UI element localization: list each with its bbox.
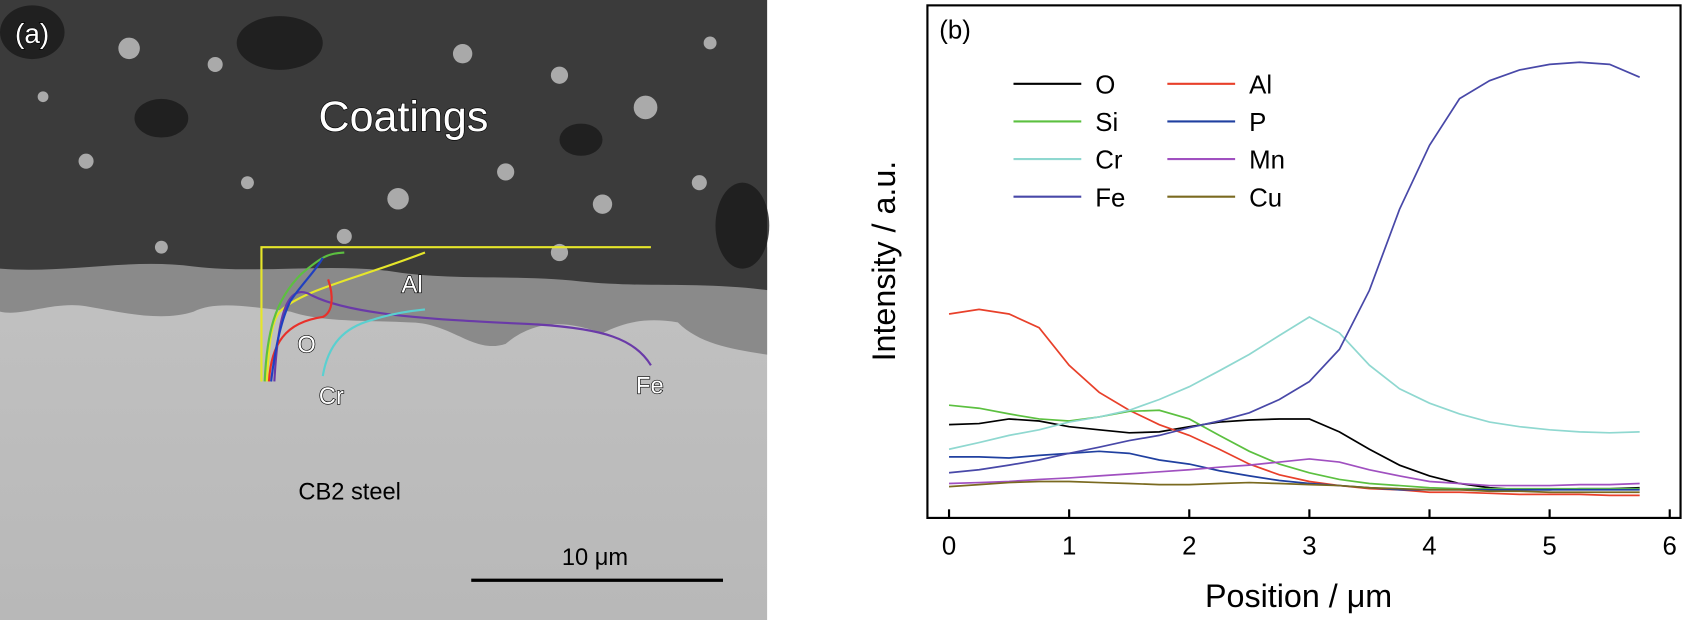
x-tick-label: 5 (1542, 532, 1556, 560)
x-tick-label: 4 (1422, 532, 1436, 560)
legend-label: Cr (1095, 147, 1123, 175)
legend-label: Al (1249, 71, 1272, 99)
y-axis-title: Intensity / a.u. (866, 161, 902, 362)
data-line (948, 404, 1640, 490)
plot-frame (926, 4, 1682, 519)
legend-label: Cu (1249, 184, 1282, 212)
data-line (948, 61, 1640, 474)
substrate-label: CB2 steel (298, 480, 401, 506)
profile-overlay (260, 246, 652, 382)
element-label: Al (402, 272, 423, 298)
x-tick-label: 6 (1663, 532, 1677, 560)
x-tick-label: 2 (1182, 532, 1196, 560)
panel-label: (b) (939, 17, 971, 45)
coating-particles (37, 36, 717, 262)
coating-voids (0, 5, 770, 269)
data-line (948, 480, 1640, 494)
element-label: Fe (636, 373, 664, 399)
element-label: Cr (319, 384, 344, 410)
sem-image (0, 0, 770, 620)
panel-label: (a) (15, 18, 49, 49)
data-line (948, 315, 1640, 451)
legend-label: Si (1095, 109, 1118, 137)
legend-label: P (1249, 109, 1266, 137)
scale-bar-label: 10 μm (562, 545, 628, 571)
x-tick-label: 0 (942, 532, 956, 560)
x-tick-label: 1 (1062, 532, 1076, 560)
region-label: Coatings (319, 93, 489, 141)
plot-area: 0 1 2 3 4 5 6 O Al Si P Cr Mn Fe Cu (942, 61, 1677, 560)
legend-label: O (1095, 71, 1115, 99)
data-line (949, 458, 1640, 487)
x-axis-title: Position / μm (1205, 578, 1392, 614)
data-line (948, 308, 1640, 497)
element-label: O (297, 332, 315, 358)
coating-region (0, 0, 768, 291)
legend-label: Fe (1095, 184, 1125, 212)
legend-label: Mn (1249, 147, 1285, 175)
x-tick-label: 3 (1302, 532, 1316, 560)
